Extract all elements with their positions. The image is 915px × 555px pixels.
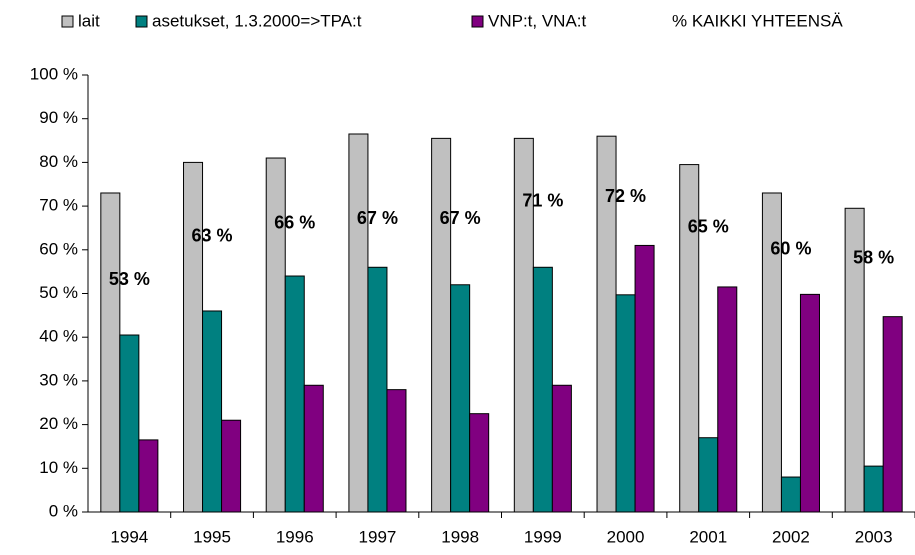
bar: [634, 244, 655, 513]
bar: [679, 164, 700, 513]
bar: [469, 413, 490, 513]
legend-label: VNP:t, VNA:t: [488, 11, 587, 30]
data-label: 67 %: [357, 208, 398, 228]
x-tick-label: 1999: [524, 527, 562, 546]
data-label: 58 %: [853, 247, 894, 267]
legend-label: asetukset, 1.3.2000=>TPA:t: [152, 11, 362, 30]
data-label: 72 %: [605, 186, 646, 206]
y-tick-label: 30 %: [39, 370, 78, 389]
data-label: 71 %: [522, 190, 563, 210]
data-label: 63 %: [192, 225, 233, 245]
y-tick-label: 100 %: [30, 64, 78, 83]
x-tick-label: 1997: [359, 527, 397, 546]
bar: [844, 207, 865, 513]
legend-label: lait: [78, 11, 100, 30]
legend-label: % KAIKKI YHTEENSÄ: [672, 11, 843, 30]
y-tick-label: 60 %: [39, 239, 78, 258]
bar: [348, 133, 369, 513]
bar: [882, 316, 903, 513]
bar: [119, 334, 140, 513]
bar: [615, 294, 636, 513]
y-tick-label: 20 %: [39, 414, 78, 433]
bar: [202, 310, 223, 513]
x-tick-label: 2000: [607, 527, 645, 546]
data-label: 60 %: [770, 239, 811, 259]
x-tick-label: 1996: [276, 527, 314, 546]
bar: [799, 293, 820, 513]
bar: [221, 419, 242, 513]
legend-swatch: [135, 15, 148, 28]
bar: [450, 284, 471, 513]
bar: [100, 192, 121, 513]
bar: [717, 286, 738, 513]
x-tick-label: 2002: [772, 527, 810, 546]
bar: [303, 384, 324, 513]
bar: [386, 389, 407, 513]
bar: [265, 157, 286, 513]
x-tick-label: 2001: [689, 527, 727, 546]
bar: [551, 384, 572, 513]
x-tick-label: 1994: [110, 527, 148, 546]
y-tick-label: 50 %: [39, 283, 78, 302]
data-label: 65 %: [688, 217, 729, 237]
y-tick-label: 0 %: [49, 501, 78, 520]
bar: [761, 192, 782, 513]
bar: [431, 137, 452, 513]
y-tick-label: 40 %: [39, 327, 78, 346]
legend-swatch: [61, 15, 74, 28]
bar: [138, 439, 159, 513]
bar: [532, 266, 553, 513]
data-label: 53 %: [109, 269, 150, 289]
x-tick-label: 1998: [441, 527, 479, 546]
bar: [780, 476, 801, 513]
bar: [698, 437, 719, 513]
y-tick-label: 10 %: [39, 458, 78, 477]
data-label: 67 %: [440, 208, 481, 228]
x-tick-label: 2003: [855, 527, 893, 546]
y-tick-label: 80 %: [39, 152, 78, 171]
y-tick-label: 90 %: [39, 108, 78, 127]
bar: [284, 275, 305, 513]
data-label: 66 %: [274, 212, 315, 232]
y-tick-label: 70 %: [39, 196, 78, 215]
bar: [183, 161, 204, 513]
x-tick-label: 1995: [193, 527, 231, 546]
bar: [863, 465, 884, 513]
bar: [367, 266, 388, 513]
legend-swatch: [471, 15, 484, 28]
